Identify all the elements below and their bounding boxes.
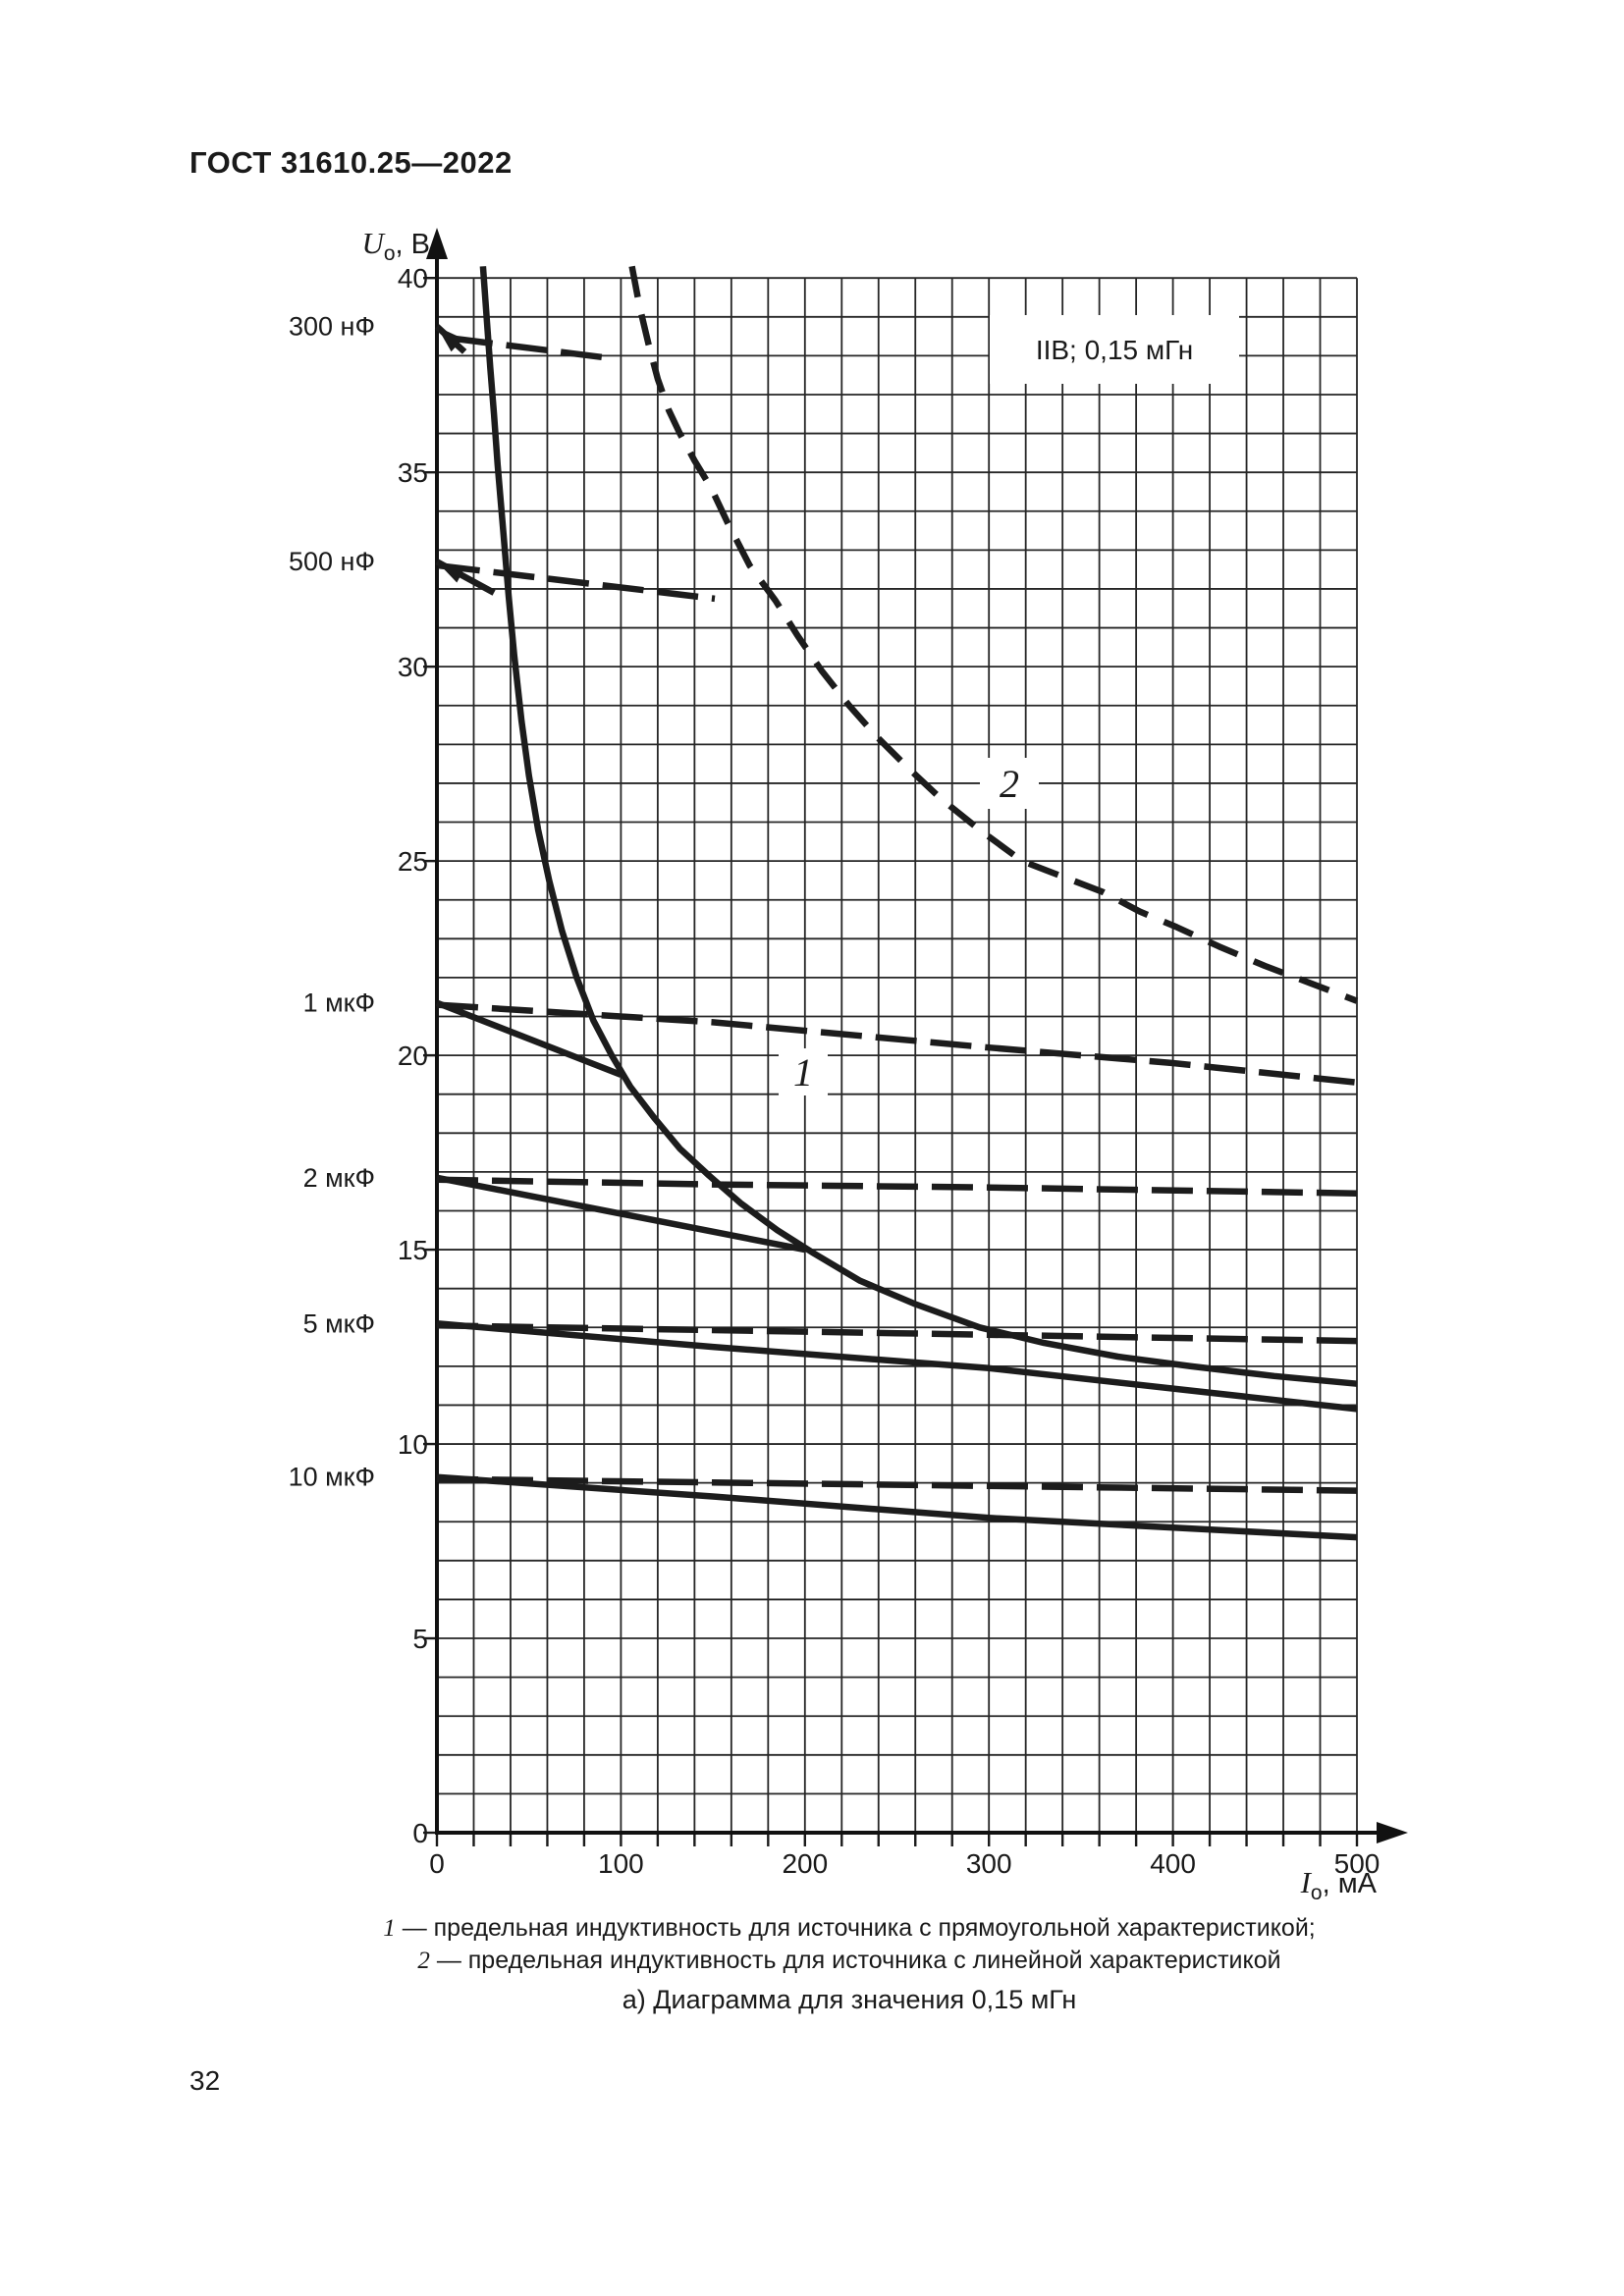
document-header: ГОСТ 31610.25—2022: [189, 145, 513, 180]
y-axis-variable: U: [361, 226, 386, 260]
curve2-label: 2: [1000, 762, 1019, 806]
curves: [434, 265, 1359, 1541]
x-tick-label: 500: [1334, 1848, 1380, 1879]
curve-c1uF-solid: [435, 999, 623, 1078]
legend-item-1: 1 — предельная индуктивность для источни…: [255, 1912, 1443, 1945]
y-axis-subscript: o: [384, 242, 396, 265]
curve-c5uF-solid: [436, 1320, 1358, 1413]
x-tick-label: 0: [429, 1848, 445, 1879]
y-tick-label: 35: [398, 457, 428, 488]
y-tick-label: 40: [398, 263, 428, 294]
grid: [436, 277, 1358, 1834]
curve-c300nF-dashed: [451, 335, 607, 361]
curve-curve2: [628, 265, 1359, 1004]
y-tick-label: 0: [412, 1818, 428, 1848]
capacitance-label: 300 нФ: [289, 312, 375, 342]
chart-texts: IIB; 0,15 мГн Uo, В Io, мА 1 2: [361, 226, 1377, 1904]
legend: 1 — предельная индуктивность для источни…: [255, 1912, 1443, 1977]
tick-marks: [423, 277, 1359, 1846]
curve2-label-background: [980, 758, 1039, 809]
curve1-label-background: [779, 1048, 828, 1095]
capacitance-label: 2 мкФ: [303, 1163, 375, 1193]
page-number: 32: [189, 2065, 221, 2096]
axes: [426, 228, 1408, 1843]
condition-box-background: [990, 315, 1239, 384]
condition-box-label: IIB; 0,15 мГн: [1036, 335, 1193, 365]
x-tick-label: 400: [1150, 1848, 1196, 1879]
x-tick-label: 200: [782, 1848, 828, 1879]
capacitance-label: 1 мкФ: [303, 988, 375, 1018]
y-axis-arrow-icon: [426, 228, 448, 259]
x-axis-subscript: o: [1311, 1882, 1323, 1904]
x-axis-variable: I: [1300, 1865, 1313, 1899]
x-tick-label: 100: [598, 1848, 644, 1879]
curve-c2uF-solid: [436, 1174, 806, 1254]
y-tick-label: 15: [398, 1235, 428, 1265]
x-tick-label: 300: [966, 1848, 1012, 1879]
label-backgrounds: [779, 315, 1239, 1095]
legend-item-1-text: — предельная индуктивность для источника…: [402, 1914, 1316, 1942]
curve-c1uF-dashed: [436, 1001, 1358, 1087]
legend-item-2-number: 2: [417, 1948, 430, 1974]
capacitance-line-arrow-icon: [437, 326, 463, 352]
curve-c2uF-dashed: [436, 1176, 1358, 1197]
curve-c10uF-dashed: [436, 1475, 1358, 1494]
y-tick-label: 5: [412, 1624, 428, 1654]
x-axis-unit: , мА: [1323, 1868, 1378, 1899]
curve-c500nF-dashed: [438, 561, 716, 603]
legend-item-1-number: 1: [383, 1915, 396, 1942]
capacitance-label: 500 нФ: [289, 547, 375, 576]
y-tick-label: 10: [398, 1429, 428, 1460]
curve-c5uF-dashed: [436, 1322, 1358, 1345]
y-tick-label: 20: [398, 1041, 428, 1071]
x-axis-title: Io, мА: [1300, 1865, 1378, 1904]
y-tick-label: 25: [398, 846, 428, 877]
legend-item-2: 2 — предельная индуктивность для источни…: [255, 1945, 1443, 1977]
curve-c10uF-solid: [436, 1473, 1358, 1541]
capacitance-label: 5 мкФ: [303, 1308, 375, 1338]
figure-caption: а) Диаграмма для значения 0,15 мГн: [622, 1985, 1077, 2014]
legend-item-2-text: — предельная индуктивность для источника…: [436, 1947, 1281, 1974]
y-axis-unit: , В: [396, 229, 430, 260]
x-axis-arrow-icon: [1377, 1822, 1408, 1843]
capacitance-labels: 300 нФ 500 нФ 1 мкФ 2 мкФ 5 мкФ 10 мкФ: [289, 312, 375, 1492]
y-axis-title: Uo, В: [361, 226, 430, 265]
curve-curve1: [479, 266, 1358, 1387]
capacitance-label: 10 мкФ: [289, 1463, 375, 1492]
curve1-label: 1: [793, 1050, 813, 1095]
y-tick-label: 30: [398, 652, 428, 682]
